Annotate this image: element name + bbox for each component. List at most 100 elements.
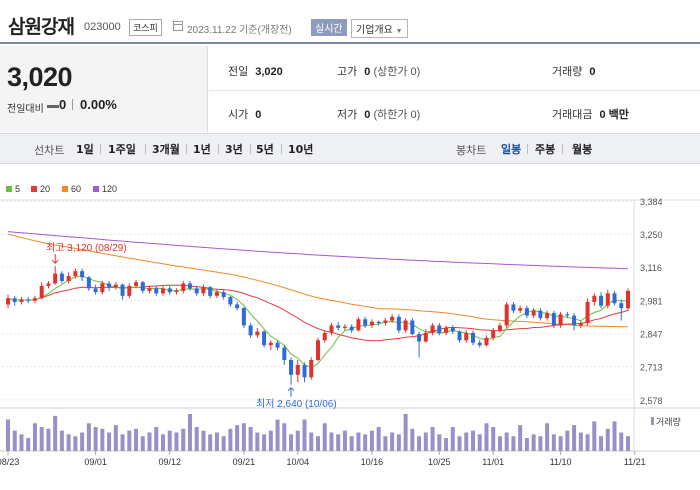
legend-label-120: 120 [102,184,117,194]
volume-bar [585,434,590,451]
realtime-button[interactable]: 실시간 [311,19,347,36]
legend-label-5: 5 [15,184,20,194]
candle-body [295,364,300,375]
volume-bars [6,414,630,451]
candle-body [518,308,523,311]
volume-bar [619,432,624,451]
divider [281,144,282,154]
divider [72,99,73,110]
candle-body [504,304,509,326]
volume-bar [497,436,502,451]
candle-body [605,293,610,306]
volume-bar [309,432,314,451]
stat-lower-limit: (하한가 0) [373,109,421,121]
stats-divider [209,90,700,91]
high-annotation: 최고 3,120 (08/29) [46,242,127,254]
volume-bar [228,428,233,451]
candlestick-chart: 5 20 60 120 최고 3,120 (08/29) 최저 2,640 (10/0… [0,184,700,467]
volume-bar [565,430,570,451]
candle-body [194,288,199,294]
volume-bar [19,434,24,451]
period-1y[interactable]: 1년 [193,143,211,156]
stats-panel: 전일 3,020 고가 0 (상한가 0) 거래량 0 시가 0 저가 0 (하한가 0)… [209,46,700,132]
candle-body [376,321,381,323]
candle-body [457,331,462,341]
candle-body [86,277,91,289]
high-arrow-icon [51,254,59,264]
x-tick-label: 10/16 [361,457,384,467]
price-chart: 5 20 60 120 최고 3,120 (08/29) 최저 2,640 (10/0… [0,164,700,490]
volume-bar [484,423,489,451]
candle-body [390,316,395,321]
company-name: 삼원강재 [8,16,75,38]
candle-body [147,288,152,291]
volume-bar [322,423,327,451]
candle-body [181,283,186,291]
volume-bar [208,434,213,451]
legend-swatch-20 [31,186,37,192]
candle-body [46,283,51,286]
candle-monthly[interactable]: 월봉 [572,143,593,156]
company-overview-dropdown[interactable]: 기업개요 ▼ [351,19,408,38]
volume-bar [376,426,381,451]
candle-body [201,287,206,294]
x-tick-label: 09/21 [233,457,256,467]
candle-body [592,295,597,302]
candle-body [214,292,219,296]
candle-body [221,292,226,298]
volume-bar [342,430,347,451]
legend-label-20: 20 [40,184,50,194]
divider [250,144,251,154]
x-tick-label: 11/10 [550,457,572,467]
volume-bar [221,436,226,451]
y-tick-label: 2,578 [640,396,663,406]
volume-bar [140,436,145,451]
volume-bar [100,428,105,451]
period-1d[interactable]: 1일 [76,143,94,156]
period-1w[interactable]: 1주일 [108,143,136,156]
candle-body [134,282,139,286]
stat-amount-label: 거래대금 [552,109,593,121]
stat-high: 고가 0 (상한가 0) [337,63,420,79]
candle-body [342,326,347,328]
candle-body [450,327,455,332]
line-chart-title: 선차트 [34,144,65,157]
y-tick-label: 2,981 [640,297,663,307]
volume-bar [66,434,71,451]
candle-body [113,284,118,288]
stat-upper-limit: (상한가 0) [373,66,421,78]
candle-daily[interactable]: 일봉 [501,143,522,156]
ma20-line [7,284,629,342]
candle-body [578,322,583,326]
volume-bar [356,432,361,451]
candle-body [6,298,10,305]
period-5y[interactable]: 5년 [256,143,274,156]
volume-bar [396,434,401,451]
candle-body [73,271,78,277]
candle-body [430,325,435,333]
period-10y[interactable]: 10년 [288,143,314,156]
candle-body [100,283,105,293]
candle-body [572,315,577,326]
candle-weekly[interactable]: 주봉 [535,143,556,156]
ma120-line [7,231,629,270]
volume-bar [504,432,509,451]
volume-bar [403,414,408,451]
candle-body [93,288,98,293]
candle-body [511,304,516,311]
candle-body [12,298,17,302]
volume-bar [531,434,536,451]
period-3m[interactable]: 3개월 [152,143,180,156]
volume-bar [390,432,395,451]
flat-change-icon [47,105,59,108]
stat-open-label: 시가 [228,109,249,121]
period-3y[interactable]: 3년 [225,143,243,156]
y-tick-label: 2,847 [640,330,663,340]
volume-bar [518,425,523,451]
stat-prev: 전일 3,020 [228,63,283,79]
volume-bar [572,425,577,451]
volume-bar [39,426,44,451]
stock-header: 삼원강재 023000 코스피 2023.11.22 기준(개장전) 실시간 기… [0,0,700,44]
stat-prev-label: 전일 [228,66,249,78]
candle-body [127,285,132,296]
